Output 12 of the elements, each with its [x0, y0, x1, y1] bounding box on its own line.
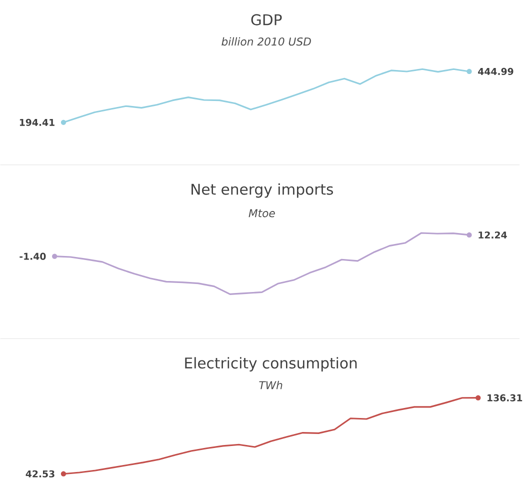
data-label: 136.31 [488, 394, 522, 402]
data-label: -1.40 [20, 252, 46, 260]
data-label: 42.53 [26, 470, 54, 478]
chart-subtitle: Mtoe [248, 209, 275, 218]
data-label: 12.24 [478, 232, 507, 239]
chart-title: Net energy imports [192, 183, 333, 198]
chart-subtitle: TWh [259, 381, 282, 390]
chart-title: GDP [251, 14, 282, 26]
chart-subtitle: billion 2010 USD [222, 37, 311, 46]
data-label: 444.99 [478, 68, 514, 76]
chart-title: Electricity consumption [185, 357, 357, 372]
data-label: 194.41 [20, 118, 54, 126]
